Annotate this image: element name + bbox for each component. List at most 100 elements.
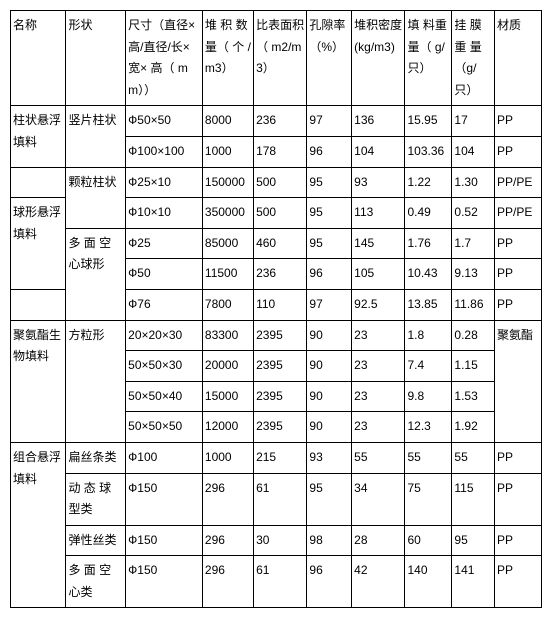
cell: PP	[495, 442, 542, 473]
cell: PP/PE	[495, 167, 542, 198]
cell: Ф100×100	[126, 136, 203, 167]
cell: 12000	[202, 412, 253, 443]
cell: 10.43	[405, 259, 452, 290]
cell: 55	[352, 442, 405, 473]
cell: PP	[495, 473, 542, 525]
table-row: 弹性丝类Ф1502963098286095PP	[11, 525, 542, 556]
cell: 50×50×40	[126, 381, 203, 412]
cell: 1.53	[452, 381, 495, 412]
cell: 多 面 空 心类	[66, 556, 126, 608]
cell: 11.86	[452, 289, 495, 320]
cell: PP	[495, 228, 542, 259]
cell: Ф25	[126, 228, 203, 259]
header-cell: 尺寸（直径×高/直径/长×宽× 高（ mm））	[126, 11, 203, 106]
cell: 聚氨酯	[495, 320, 542, 442]
cell: 扁丝条类	[66, 442, 126, 473]
cell: 弹性丝类	[66, 525, 126, 556]
cell: 97	[307, 289, 352, 320]
cell: 1.7	[452, 228, 495, 259]
cell: 组合悬浮填料	[11, 442, 66, 608]
cell: PP	[495, 136, 542, 167]
cell: 98	[307, 525, 352, 556]
cell: 9.13	[452, 259, 495, 290]
cell: 350000	[202, 198, 253, 229]
cell: 聚氨酯生物填料	[11, 320, 66, 442]
cell: PP/PE	[495, 198, 542, 229]
cell: 460	[254, 228, 307, 259]
cell: 23	[352, 320, 405, 351]
cell: 136	[352, 106, 405, 137]
header-cell: 填 料重 量（ g/只）	[405, 11, 452, 106]
cell: 96	[307, 136, 352, 167]
cell: 12.3	[405, 412, 452, 443]
cell: 多 面 空 心球形	[66, 228, 126, 320]
cell: 61	[254, 473, 307, 525]
cell: 103.36	[405, 136, 452, 167]
table-row: 动 态 球 型类Ф15029661953475115PP	[11, 473, 542, 525]
cell: Ф50×50	[126, 106, 203, 137]
cell: 236	[254, 106, 307, 137]
cell: PP	[495, 106, 542, 137]
cell: 104	[352, 136, 405, 167]
cell: 1.76	[405, 228, 452, 259]
cell: 2395	[254, 412, 307, 443]
cell: 92.5	[352, 289, 405, 320]
cell: Ф150	[126, 473, 203, 525]
header-cell: 堆 积 数量（ 个 /m3）	[202, 11, 253, 106]
cell	[11, 289, 66, 320]
cell: 7800	[202, 289, 253, 320]
table-row: 组合悬浮填料扁丝条类Ф100100021593555555PP	[11, 442, 542, 473]
cell: Ф10×10	[126, 198, 203, 229]
cell: PP	[495, 556, 542, 608]
cell: 1.22	[405, 167, 452, 198]
cell: 500	[254, 198, 307, 229]
cell: 215	[254, 442, 307, 473]
cell: 34	[352, 473, 405, 525]
cell: 8000	[202, 106, 253, 137]
cell: 93	[307, 442, 352, 473]
cell: 1.30	[452, 167, 495, 198]
table-row: 多 面 空 心球形Ф2585000460951451.761.7PP	[11, 228, 542, 259]
cell: 20000	[202, 351, 253, 382]
cell: 1.92	[452, 412, 495, 443]
header-cell: 材质	[495, 11, 542, 106]
materials-table: 名称形状尺寸（直径×高/直径/长×宽× 高（ mm））堆 积 数量（ 个 /m3…	[10, 10, 542, 608]
cell: 150000	[202, 167, 253, 198]
cell: 95	[307, 198, 352, 229]
cell: 95	[307, 228, 352, 259]
cell: 17	[452, 106, 495, 137]
cell: 96	[307, 259, 352, 290]
cell: 15000	[202, 381, 253, 412]
cell: 球形悬浮填料	[11, 198, 66, 290]
cell: 95	[307, 473, 352, 525]
cell: 96	[307, 556, 352, 608]
cell	[11, 167, 66, 198]
cell: Ф100	[126, 442, 203, 473]
cell: 75	[405, 473, 452, 525]
cell: 9.8	[405, 381, 452, 412]
cell: 145	[352, 228, 405, 259]
header-cell: 堆积密度(kg/m3)	[352, 11, 405, 106]
cell: 236	[254, 259, 307, 290]
cell: 23	[352, 381, 405, 412]
cell: 23	[352, 412, 405, 443]
cell: 60	[405, 525, 452, 556]
cell: 83300	[202, 320, 253, 351]
cell: 28	[352, 525, 405, 556]
table-row: 颗粒柱状Ф25×1015000050095931.221.30PP/PE	[11, 167, 542, 198]
cell: PP	[495, 289, 542, 320]
cell: 7.4	[405, 351, 452, 382]
cell: 90	[307, 320, 352, 351]
cell: Ф76	[126, 289, 203, 320]
cell: Ф150	[126, 525, 203, 556]
cell: Ф25×10	[126, 167, 203, 198]
cell: 20×20×30	[126, 320, 203, 351]
cell: Ф150	[126, 556, 203, 608]
table-row: 聚氨酯生物填料方粒形20×20×3083300239590231.80.28聚氨…	[11, 320, 542, 351]
header-cell: 孔隙率（%）	[307, 11, 352, 106]
cell: 竖片柱状	[66, 106, 126, 167]
cell: Ф50	[126, 259, 203, 290]
cell: 178	[254, 136, 307, 167]
cell: 104	[452, 136, 495, 167]
cell: 42	[352, 556, 405, 608]
